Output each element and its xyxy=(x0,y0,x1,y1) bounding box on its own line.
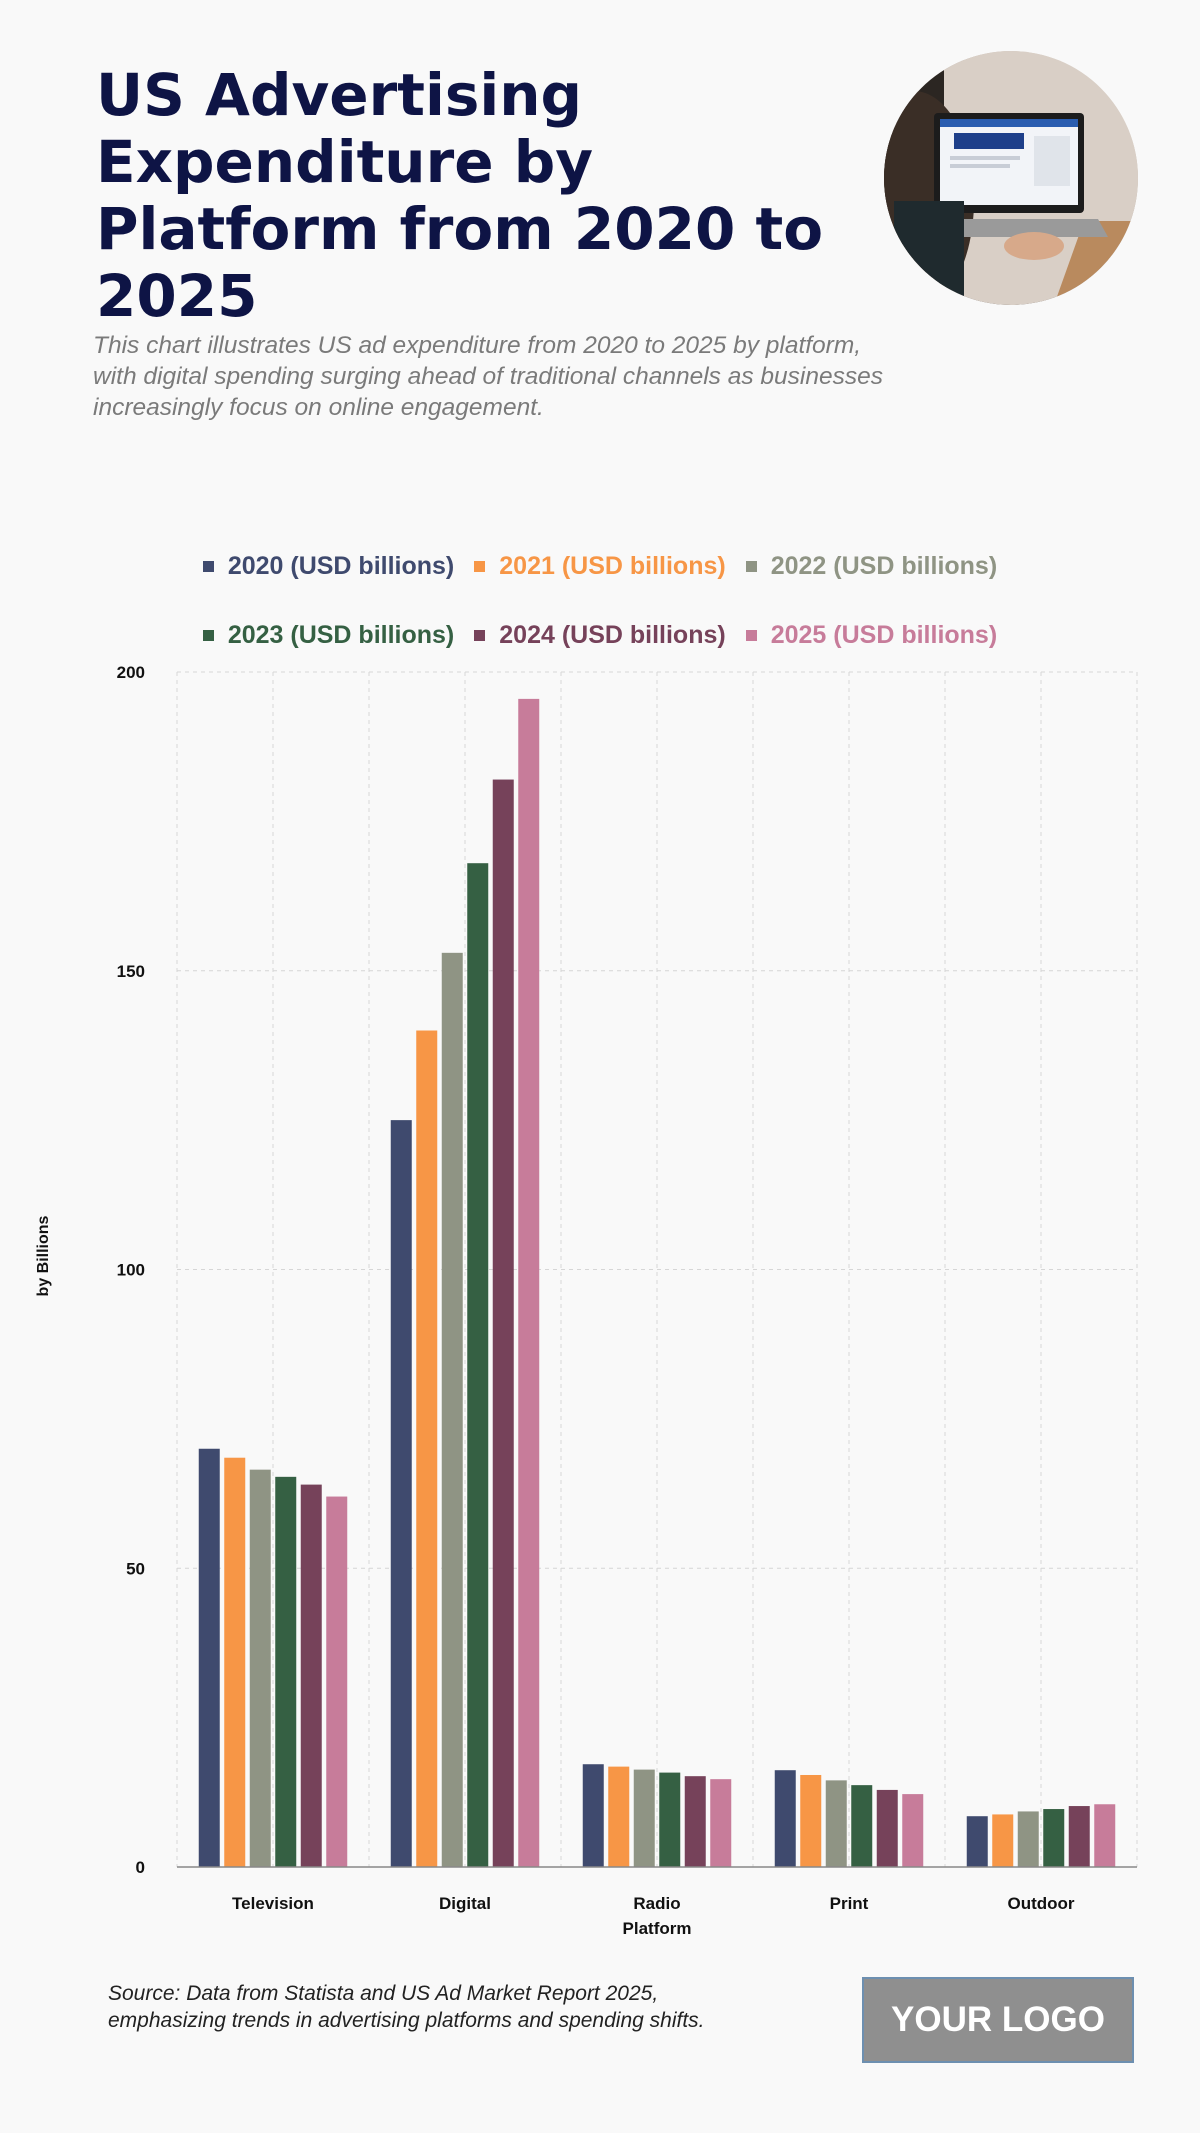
bar xyxy=(300,1484,322,1867)
legend-item: 2022 (USD billions) xyxy=(745,552,998,581)
legend-label: 2025 (USD billions) xyxy=(770,621,998,649)
legend-row-2: 2023 (USD billions) 2024 (USD billions) … xyxy=(0,621,1200,650)
legend-item: 2023 (USD billions) xyxy=(202,621,455,650)
header-photo xyxy=(884,51,1138,305)
page-title: US Advertising Expenditure by Platform f… xyxy=(96,61,824,330)
source-line: emphasizing trends in advertising platfo… xyxy=(108,2009,705,2032)
y-axis-label: by Billions xyxy=(35,1215,52,1297)
bar xyxy=(992,1814,1014,1867)
legend-swatch xyxy=(474,630,486,641)
logo-placeholder: YOUR LOGO xyxy=(862,1977,1134,2063)
y-tick-label: 50 xyxy=(126,1559,145,1578)
bar xyxy=(966,1816,988,1867)
legend-item: 2021 (USD billions) xyxy=(474,552,726,581)
legend-label: 2020 (USD billions) xyxy=(227,552,455,580)
bar xyxy=(1068,1806,1090,1867)
bar xyxy=(633,1769,655,1867)
bar xyxy=(851,1785,873,1867)
source-line: Source: Data from Statista and US Ad Mar… xyxy=(108,1982,659,2005)
bar xyxy=(582,1764,604,1867)
legend-swatch xyxy=(202,630,214,641)
legend-label: 2023 (USD billions) xyxy=(227,621,455,649)
source-note: Source: Data from Statista and US Ad Mar… xyxy=(108,1980,705,2034)
bar xyxy=(326,1496,348,1867)
x-tick-label: Television xyxy=(232,1894,314,1913)
bar xyxy=(275,1476,297,1867)
bar xyxy=(608,1766,630,1867)
bar xyxy=(825,1780,847,1867)
bar xyxy=(1094,1804,1116,1867)
bar xyxy=(659,1772,681,1867)
chart-subtitle: This chart illustrates US ad expenditure… xyxy=(93,332,883,421)
bar xyxy=(710,1779,732,1867)
legend-label: 2021 (USD billions) xyxy=(499,552,726,580)
legend-row-1: 2020 (USD billions) 2021 (USD billions) … xyxy=(0,552,1200,581)
bar xyxy=(518,698,540,1868)
legend-swatch xyxy=(745,630,757,641)
legend-swatch xyxy=(202,561,214,572)
legend-item: 2020 (USD billions) xyxy=(202,552,455,581)
bar xyxy=(1043,1809,1065,1867)
x-tick-label: Outdoor xyxy=(1007,1894,1074,1913)
bar xyxy=(876,1789,898,1867)
x-axis-label: Platform xyxy=(623,1919,692,1938)
bar xyxy=(249,1469,271,1867)
y-tick-label: 150 xyxy=(117,962,145,981)
bar xyxy=(467,863,489,1867)
bar-chart: 0 50 100 150 200 Television Digital Radio Print O… xyxy=(117,663,1138,1938)
bar xyxy=(492,779,514,1867)
bar xyxy=(441,952,463,1867)
bar xyxy=(902,1794,924,1867)
bar xyxy=(416,1030,438,1867)
x-tick-label: Radio xyxy=(633,1894,680,1913)
legend-item: 2024 (USD billions) xyxy=(474,621,726,650)
bar xyxy=(198,1448,220,1867)
legend-item: 2025 (USD billions) xyxy=(745,621,998,650)
y-tick-label: 200 xyxy=(117,663,145,682)
x-tick-label: Print xyxy=(830,1894,869,1913)
legend-swatch xyxy=(745,561,757,572)
legend-label: 2024 (USD billions) xyxy=(499,621,726,649)
bar xyxy=(224,1457,246,1867)
y-tick-label: 100 xyxy=(117,1261,145,1280)
y-tick-label: 0 xyxy=(136,1858,145,1877)
bar xyxy=(800,1774,822,1867)
bar xyxy=(1017,1811,1039,1867)
bar xyxy=(684,1776,706,1867)
bar xyxy=(390,1120,412,1867)
x-tick-label: Digital xyxy=(439,1894,491,1913)
legend-label: 2022 (USD billions) xyxy=(770,552,998,580)
legend-swatch xyxy=(474,561,486,572)
bar xyxy=(774,1770,796,1867)
